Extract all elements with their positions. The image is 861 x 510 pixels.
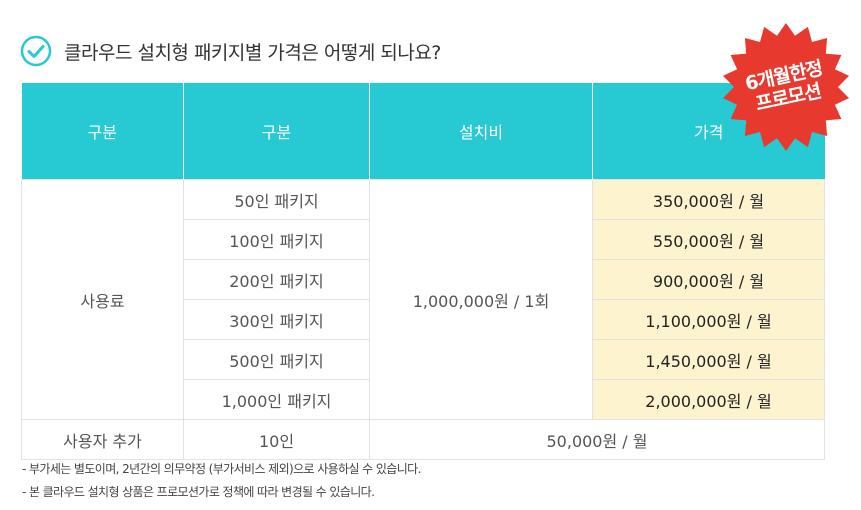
addon-price: 50,000원 / 월 — [369, 419, 825, 460]
table-row: 1,000인 패키지 2,000,000원 / 월 — [22, 379, 825, 420]
addon-unit: 10인 — [183, 419, 370, 460]
notes: - 부가세는 별도이며, 2년간의 의무약정 (부가서비스 제외)으로 사용하실… — [22, 458, 421, 504]
header-category-2: 구분 — [183, 83, 370, 180]
table-row: 300인 패키지 1,100,000원 / 월 — [22, 299, 825, 340]
addon-label: 사용자 추가 — [21, 419, 184, 460]
table-row: 200인 패키지 900,000원 / 월 — [22, 259, 825, 300]
install-fee-value: 1,000,000원 / 1회 — [369, 179, 593, 420]
promotion-badge: 6개월한정 프로모션 — [718, 22, 854, 152]
usage-fee-label: 사용료 — [21, 179, 184, 420]
faq-title-row: 클라우드 설치형 패키지별 가격은 어떻게 되나요? — [20, 34, 441, 68]
package-price: 350,000원 / 월 — [592, 179, 825, 220]
package-name: 1,000인 패키지 — [183, 379, 370, 420]
starburst-icon — [723, 23, 849, 151]
package-price: 1,100,000원 / 월 — [592, 299, 825, 340]
check-circle-icon — [20, 35, 52, 67]
package-price: 1,450,000원 / 월 — [592, 339, 825, 380]
table-row: 500인 패키지 1,450,000원 / 월 — [22, 339, 825, 380]
header-install-fee: 설치비 — [369, 83, 593, 180]
package-name: 300인 패키지 — [183, 299, 370, 340]
addon-row: 사용자 추가 10인 50,000원 / 월 — [21, 419, 825, 460]
table-header-row: 구분 구분 설치비 가격 — [21, 83, 825, 180]
note-vat: - 부가세는 별도이며, 2년간의 의무약정 (부가서비스 제외)으로 사용하실… — [22, 462, 421, 476]
note-promotion: - 본 클라우드 설치형 상품은 프로모션가로 정책에 따라 변경될 수 있습니… — [22, 485, 375, 499]
table-row: 사용료 50인 패키지 1,000,000원 / 1회 350,000원 / 월 — [21, 179, 825, 420]
package-price: 900,000원 / 월 — [592, 259, 825, 300]
package-name: 200인 패키지 — [183, 259, 370, 300]
price-table: 구분 구분 설치비 가격 사용료 50인 패키지 1,000,000원 / 1회… — [21, 83, 825, 460]
faq-title: 클라우드 설치형 패키지별 가격은 어떻게 되나요? — [64, 41, 441, 64]
package-price: 550,000원 / 월 — [592, 219, 825, 260]
table-row: 100인 패키지 550,000원 / 월 — [22, 219, 825, 260]
package-name: 50인 패키지 — [183, 179, 370, 220]
package-name: 500인 패키지 — [183, 339, 370, 380]
header-category-1: 구분 — [21, 83, 184, 180]
package-name: 100인 패키지 — [183, 219, 370, 260]
package-price: 2,000,000원 / 월 — [592, 379, 825, 420]
